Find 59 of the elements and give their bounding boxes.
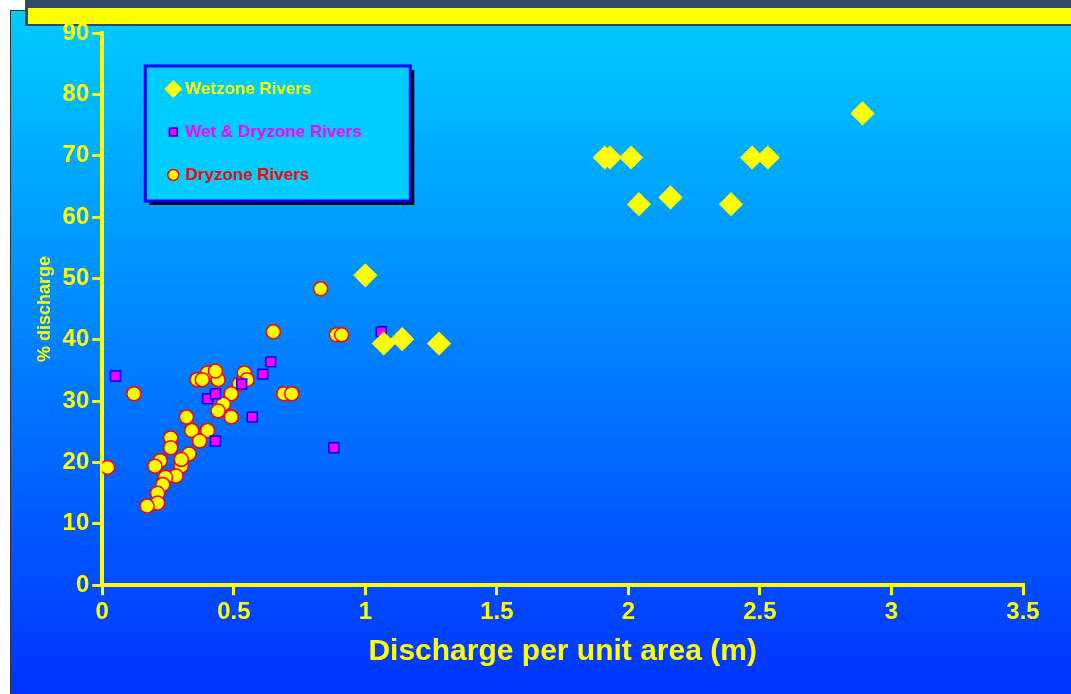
point <box>223 409 239 425</box>
point <box>850 101 875 126</box>
point <box>265 324 282 340</box>
point <box>199 422 216 439</box>
point <box>312 281 329 297</box>
y-tick-label: 90 <box>62 17 90 45</box>
point <box>264 356 277 368</box>
point <box>209 435 222 447</box>
point <box>210 403 226 419</box>
point <box>246 411 258 423</box>
point <box>619 145 643 170</box>
point <box>390 327 414 351</box>
y-tick-label: 20 <box>62 447 90 475</box>
x-tick-label: 3 <box>884 597 899 625</box>
point <box>139 498 155 514</box>
x-tick-label: 1.5 <box>480 597 514 625</box>
legend-label: Wetzone Rivers <box>185 78 312 98</box>
point <box>126 386 142 402</box>
point <box>236 378 248 390</box>
point <box>658 185 683 210</box>
y-tick-label: 60 <box>62 201 90 229</box>
point <box>223 386 239 402</box>
point <box>283 386 300 402</box>
legend-label: Dryzone Rivers <box>185 164 310 184</box>
point <box>162 440 179 456</box>
point <box>191 433 208 449</box>
point <box>372 331 396 356</box>
x-tick-label: 0.5 <box>217 597 251 625</box>
point <box>427 331 451 356</box>
point <box>353 263 378 288</box>
y-tick-label: 0 <box>75 569 90 597</box>
x-tick-label: 0 <box>95 597 109 625</box>
x-tick-label: 2 <box>621 597 636 625</box>
point <box>328 442 340 454</box>
point <box>147 458 163 474</box>
point <box>173 451 189 468</box>
point <box>257 368 269 380</box>
x-tick-label: 3.5 <box>1006 597 1040 625</box>
y-axis-title: % discharge <box>33 256 54 363</box>
x-tick-label: 2.5 <box>743 597 777 625</box>
point <box>183 422 200 439</box>
y-tick-label: 70 <box>62 140 90 168</box>
point <box>333 327 350 343</box>
point <box>719 192 743 216</box>
point <box>756 145 780 170</box>
point <box>627 192 651 216</box>
y-tick-label: 80 <box>62 78 90 106</box>
y-tick-label: 10 <box>62 508 90 536</box>
y-tick-label: 50 <box>62 263 90 291</box>
point <box>109 370 122 382</box>
point <box>194 371 211 388</box>
x-axis-title: Discharge per unit area (m) <box>368 633 757 667</box>
legend-label: Wet & Dryzone Rivers <box>185 121 362 141</box>
x-tick-label: 1 <box>358 597 373 625</box>
point <box>178 409 195 425</box>
point <box>209 388 222 400</box>
point <box>207 363 224 379</box>
y-tick-label: 30 <box>62 385 90 413</box>
y-tick-label: 40 <box>62 324 90 352</box>
